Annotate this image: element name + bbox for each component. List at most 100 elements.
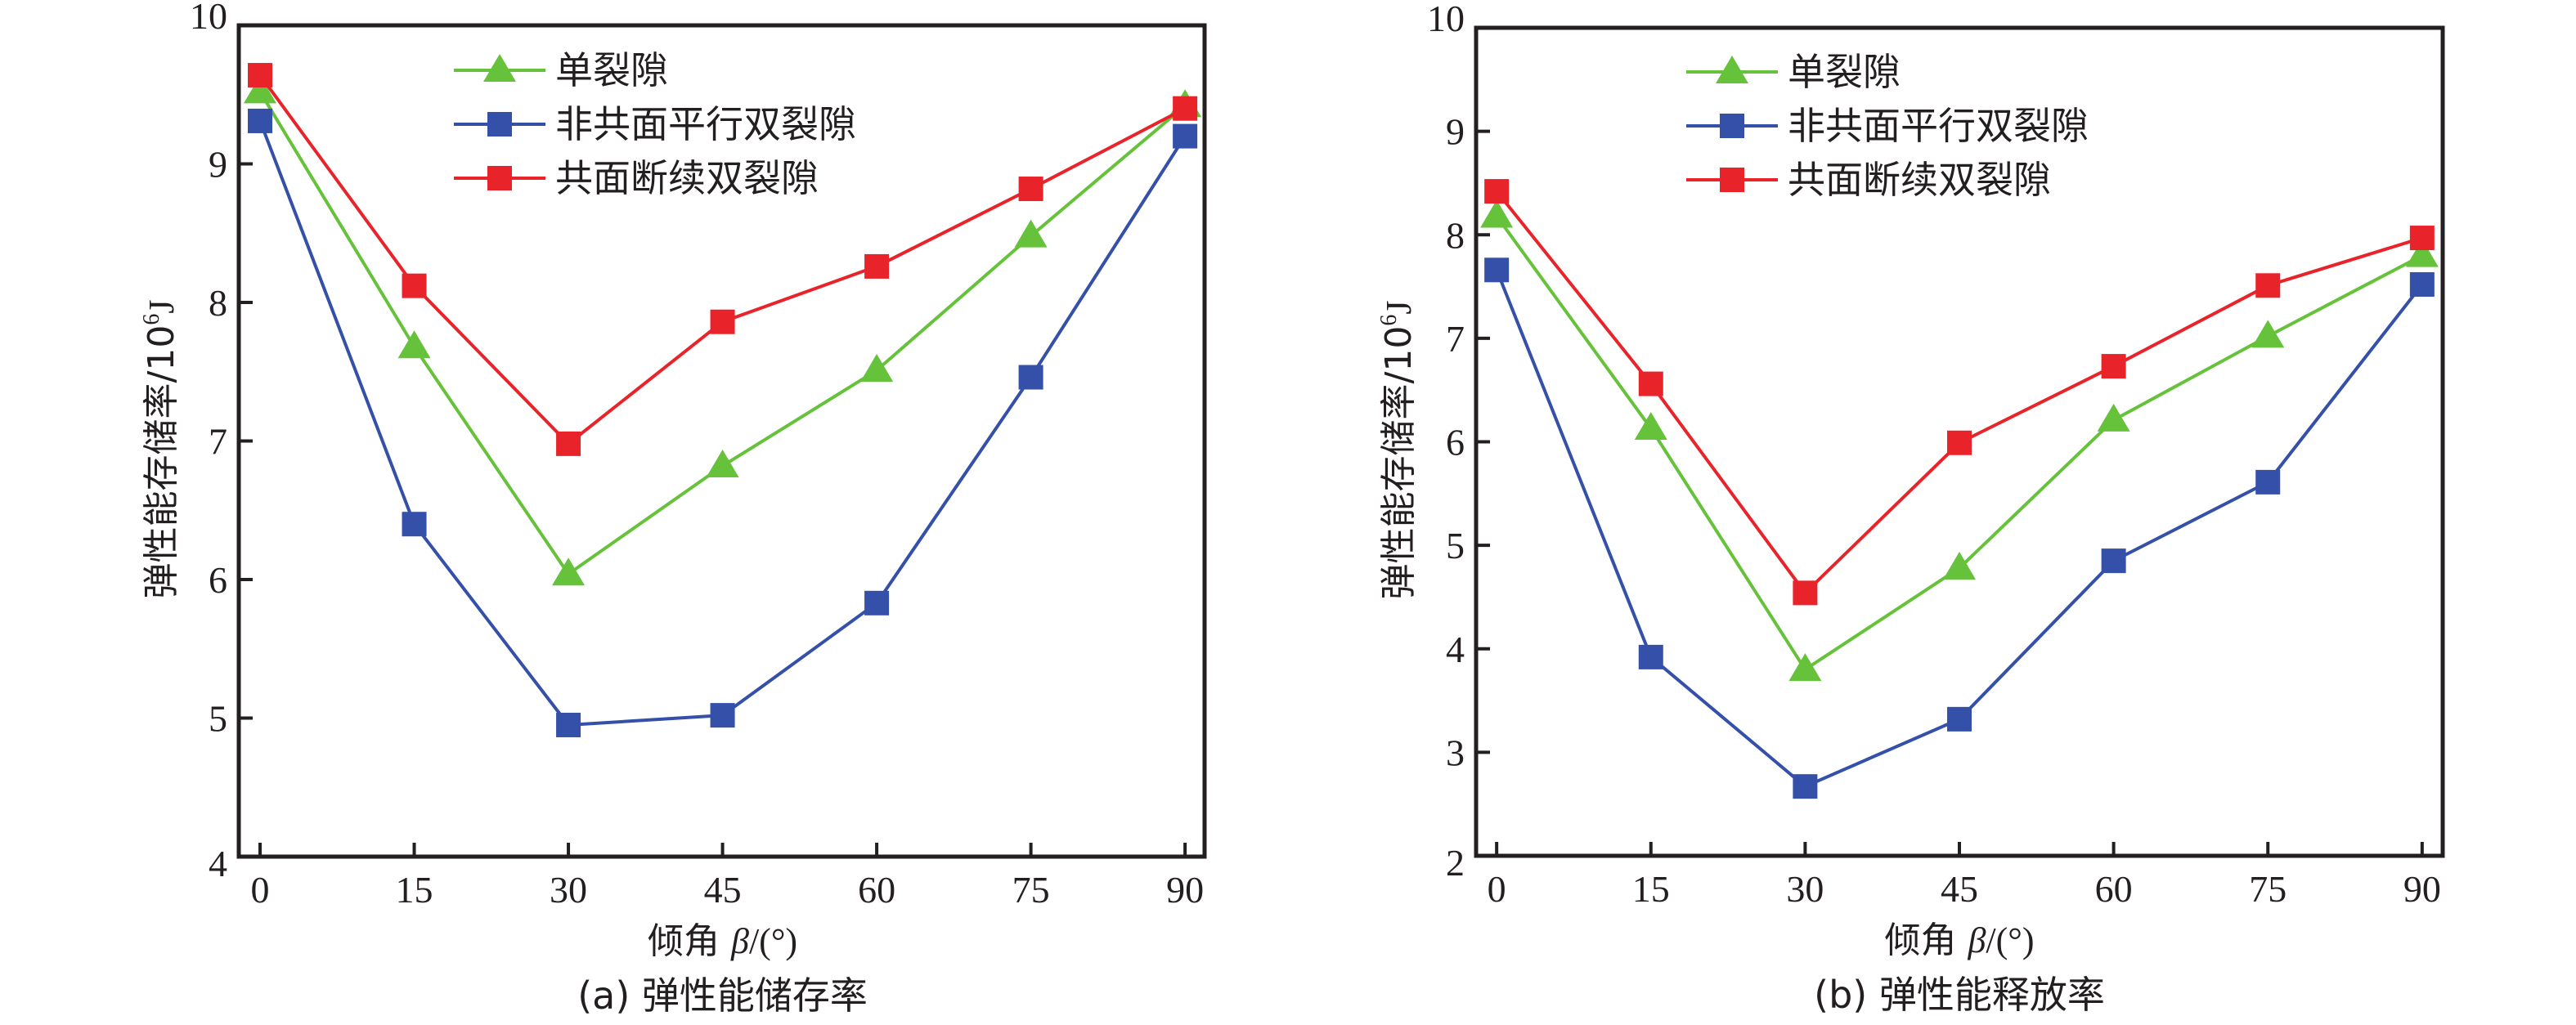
legend-item: 非共面平行双裂隙 xyxy=(454,102,856,146)
y-axis-title-unit: J xyxy=(1379,301,1419,315)
data-point-triangle xyxy=(244,75,277,104)
x-tick-label: 0 xyxy=(251,869,270,911)
y-tick-label: 6 xyxy=(209,559,227,601)
y-axis-title-main: 弹性能存储率/10 xyxy=(141,325,182,599)
x-tick-label: 45 xyxy=(704,869,742,911)
data-point-square xyxy=(864,253,890,279)
legend-label: 非共面平行双裂隙 xyxy=(555,102,856,146)
legend-label: 共面断续双裂隙 xyxy=(555,156,819,200)
y-tick-label: 10 xyxy=(190,0,227,37)
data-point-square xyxy=(556,431,581,456)
data-point-square xyxy=(556,712,581,737)
panel-caption: (b) 弹性能释放率 xyxy=(1814,973,2105,1017)
x-tick-label: 45 xyxy=(1941,868,1978,910)
series-line xyxy=(1495,190,2423,595)
data-point-triangle xyxy=(552,557,586,586)
data-point-triangle xyxy=(2097,403,2130,432)
y-tick-label: 4 xyxy=(1446,629,1465,670)
x-tick-label: 60 xyxy=(858,869,895,911)
x-tick-label: 30 xyxy=(550,869,587,911)
y-tick-label: 10 xyxy=(1427,0,1465,39)
x-axis-title-suffix: /(°) xyxy=(1986,920,2034,960)
data-point-square xyxy=(2409,226,2435,251)
x-tick-label: 75 xyxy=(2249,868,2287,910)
data-point-triangle xyxy=(2251,320,2285,348)
x-tick-label: 0 xyxy=(1488,868,1506,910)
x-tick-label: 15 xyxy=(396,869,433,911)
y-axis-title: 弹性能存储率/106J xyxy=(139,300,182,599)
data-point-square xyxy=(1947,706,1972,732)
data-point-square xyxy=(1018,177,1043,202)
legend-label: 非共面平行双裂隙 xyxy=(1788,104,2089,148)
data-point-triangle xyxy=(1943,551,1976,580)
legend-label: 单裂隙 xyxy=(1788,50,1901,94)
data-point-square xyxy=(402,273,427,298)
legend-item: 共面断续双裂隙 xyxy=(454,156,819,200)
data-point-square xyxy=(2101,354,2126,379)
series-2 xyxy=(1484,179,2435,606)
y-axis-title-main: 弹性能存储率/10 xyxy=(1378,326,1420,600)
x-axis-title: 倾角 β/(°) xyxy=(648,920,797,962)
y-tick-label: 6 xyxy=(1446,422,1465,463)
series-1 xyxy=(1484,257,2435,799)
x-axis-title-prefix: 倾角 xyxy=(1884,920,1968,961)
x-tick-label: 90 xyxy=(2403,868,2441,910)
x-tick-label: 75 xyxy=(1012,869,1050,911)
data-point-triangle xyxy=(860,354,894,383)
series-line xyxy=(258,120,1187,727)
data-point-triangle xyxy=(706,450,739,478)
data-point-triangle xyxy=(1014,219,1048,248)
legend-square-icon xyxy=(487,166,512,190)
y-axis-title-superscript: 6 xyxy=(1376,315,1402,326)
y-tick-label: 5 xyxy=(1446,525,1465,566)
y-tick-label: 7 xyxy=(1446,318,1465,360)
data-point-square xyxy=(1173,123,1198,149)
y-tick-label: 9 xyxy=(1446,111,1465,153)
data-point-square xyxy=(1793,580,1818,606)
x-tick-label: 90 xyxy=(1166,869,1204,911)
x-axis-title-symbol: β xyxy=(1967,920,1986,960)
data-point-square xyxy=(2255,469,2281,495)
data-point-square xyxy=(1638,371,1663,396)
series-2 xyxy=(248,63,1198,456)
y-tick-label: 8 xyxy=(209,282,227,324)
y-tick-label: 7 xyxy=(209,421,227,463)
data-point-triangle xyxy=(397,330,431,359)
legend-square-icon xyxy=(1720,114,1744,138)
legend-triangle-icon xyxy=(483,54,516,82)
y-tick-label: 9 xyxy=(209,144,227,186)
legend-label: 共面断续双裂隙 xyxy=(1788,158,2051,202)
data-point-square xyxy=(710,309,735,334)
x-tick-label: 30 xyxy=(1786,868,1824,910)
x-tick-label: 15 xyxy=(1632,868,1670,910)
legend-item: 单裂隙 xyxy=(454,48,668,92)
legend-item: 共面断续双裂隙 xyxy=(1686,158,2051,202)
data-point-square xyxy=(1638,644,1663,669)
data-point-triangle xyxy=(1788,653,1822,682)
data-point-square xyxy=(2409,272,2435,298)
data-point-square xyxy=(1484,179,1510,204)
y-tick-label: 5 xyxy=(209,698,227,740)
x-axis-title-symbol: β xyxy=(730,921,749,961)
legend-label: 单裂隙 xyxy=(555,48,668,92)
data-point-square xyxy=(248,108,273,133)
data-point-square xyxy=(1947,430,1972,455)
x-tick-label: 60 xyxy=(2095,868,2133,910)
data-point-square xyxy=(2255,273,2281,298)
data-point-triangle xyxy=(1480,199,1514,228)
legend-item: 单裂隙 xyxy=(1686,50,1901,94)
data-point-triangle xyxy=(1634,412,1667,441)
legend-item: 非共面平行双裂隙 xyxy=(1686,104,2089,148)
series-1 xyxy=(248,108,1198,737)
y-axis-title-superscript: 6 xyxy=(139,314,164,325)
x-axis-title: 倾角 β/(°) xyxy=(1884,920,2034,961)
data-point-square xyxy=(1484,257,1510,283)
data-point-square xyxy=(1793,774,1818,799)
data-point-square xyxy=(2101,548,2126,574)
x-axis-title-suffix: /(°) xyxy=(749,921,797,961)
legend-triangle-icon xyxy=(1716,56,1748,83)
